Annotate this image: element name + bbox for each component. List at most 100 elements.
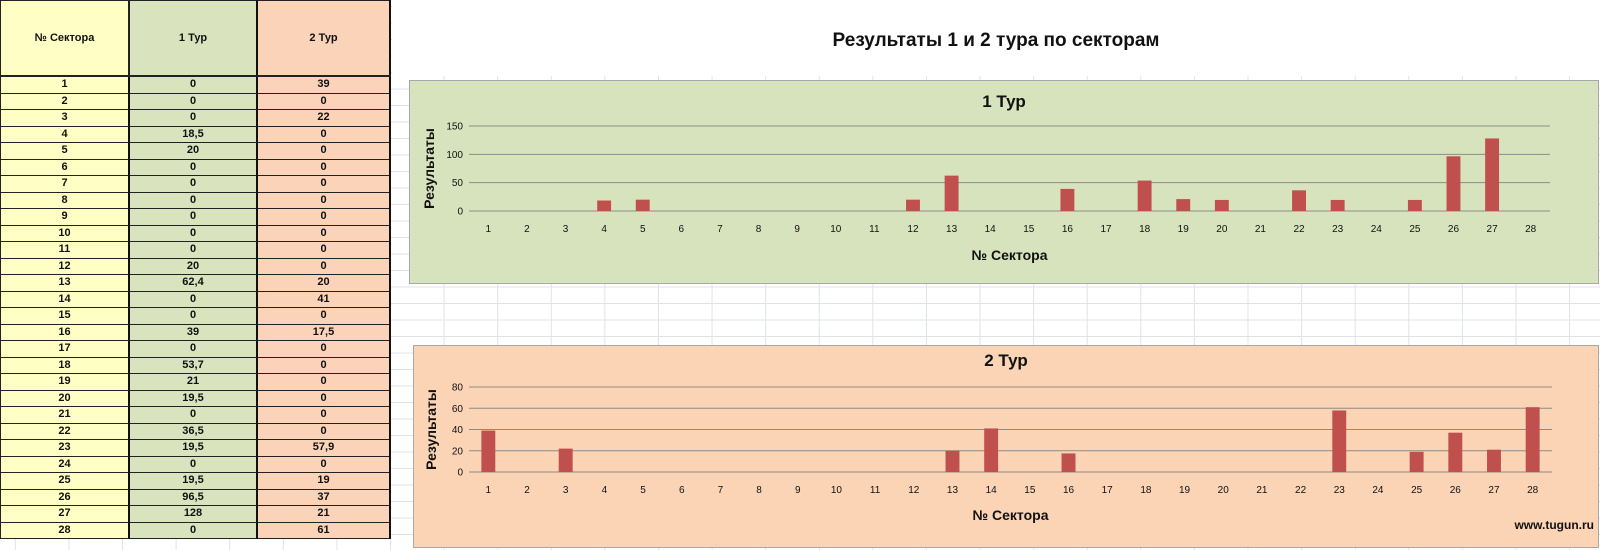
bar-sector-18[interactable] (1137, 180, 1152, 211)
cell-round-1[interactable]: 19,5 (128, 439, 258, 457)
cell-round-1[interactable]: 0 (128, 75, 258, 94)
cell-sector[interactable]: 22 (0, 422, 130, 440)
cell-round-1[interactable]: 0 (128, 307, 258, 325)
bar-sector-13[interactable] (944, 175, 959, 211)
bar-sector-25[interactable] (1407, 199, 1422, 211)
cell-round-1[interactable]: 0 (128, 521, 258, 539)
cell-sector[interactable]: 14 (0, 290, 130, 308)
cell-round-1[interactable]: 0 (128, 455, 258, 473)
cell-round-1[interactable]: 0 (128, 406, 258, 424)
cell-round-1[interactable]: 20 (128, 142, 258, 160)
cell-round-1[interactable]: 19,5 (128, 389, 258, 407)
bar-sector-25[interactable] (1409, 451, 1424, 472)
cell-round-2[interactable]: 57,9 (256, 439, 391, 457)
cell-round-2[interactable]: 0 (256, 125, 391, 143)
bar-sector-5[interactable] (635, 199, 650, 211)
bar-sector-16[interactable] (1060, 188, 1075, 211)
cell-sector[interactable]: 9 (0, 208, 130, 226)
cell-sector[interactable]: 8 (0, 191, 130, 209)
cell-round-2[interactable]: 0 (256, 92, 391, 110)
cell-sector[interactable]: 25 (0, 472, 130, 490)
cell-sector[interactable]: 2 (0, 92, 130, 110)
cell-round-1[interactable]: 0 (128, 92, 258, 110)
cell-sector[interactable]: 18 (0, 356, 130, 374)
cell-sector[interactable]: 19 (0, 373, 130, 391)
cell-round-2[interactable]: 39 (256, 75, 391, 94)
cell-round-2[interactable]: 0 (256, 389, 391, 407)
bar-sector-13[interactable] (945, 450, 960, 472)
cell-round-2[interactable]: 0 (256, 241, 391, 259)
cell-round-2[interactable]: 41 (256, 290, 391, 308)
cell-round-2[interactable]: 20 (256, 274, 391, 292)
cell-round-2[interactable]: 0 (256, 340, 391, 358)
cell-round-1[interactable]: 0 (128, 109, 258, 127)
bar-sector-27[interactable] (1485, 138, 1500, 211)
cell-sector[interactable]: 12 (0, 257, 130, 275)
cell-round-1[interactable]: 0 (128, 175, 258, 193)
cell-round-1[interactable]: 96,5 (128, 488, 258, 506)
bar-sector-26[interactable] (1448, 432, 1463, 472)
cell-sector[interactable]: 15 (0, 307, 130, 325)
bar-sector-27[interactable] (1487, 449, 1501, 472)
bar-sector-22[interactable] (1292, 190, 1307, 211)
cell-sector[interactable]: 27 (0, 505, 130, 523)
cell-sector[interactable]: 16 (0, 323, 130, 341)
bar-sector-23[interactable] (1332, 410, 1347, 472)
cell-round-1[interactable]: 36,5 (128, 422, 258, 440)
cell-sector[interactable]: 21 (0, 406, 130, 424)
header-round-1[interactable]: 1 Тур (128, 0, 258, 77)
cell-round-1[interactable]: 18,5 (128, 125, 258, 143)
cell-sector[interactable]: 4 (0, 125, 130, 143)
bar-sector-19[interactable] (1176, 199, 1191, 211)
bar-sector-3[interactable] (558, 448, 573, 472)
cell-sector[interactable]: 3 (0, 109, 130, 127)
bar-sector-26[interactable] (1446, 156, 1461, 211)
cell-sector[interactable]: 5 (0, 142, 130, 160)
cell-round-2[interactable]: 37 (256, 488, 391, 506)
bar-sector-28[interactable] (1525, 407, 1540, 472)
cell-sector[interactable]: 28 (0, 521, 130, 539)
header-round-2[interactable]: 2 Тур (256, 0, 391, 77)
cell-round-2[interactable]: 0 (256, 406, 391, 424)
cell-round-2[interactable]: 21 (256, 505, 391, 523)
cell-round-2[interactable]: 61 (256, 521, 391, 539)
cell-sector[interactable]: 13 (0, 274, 130, 292)
cell-round-1[interactable]: 0 (128, 241, 258, 259)
chart-round-1[interactable]: 1 Тур 0 50 100 150 1 2 3 4 5 6 7 8 9 10 11 12 13 14 15 16 17 1… (409, 80, 1599, 284)
cell-sector[interactable]: 10 (0, 224, 130, 242)
bar-sector-4[interactable] (597, 200, 612, 211)
cell-round-1[interactable]: 53,7 (128, 356, 258, 374)
bar-sector-14[interactable] (984, 428, 999, 472)
cell-round-1[interactable]: 0 (128, 208, 258, 226)
cell-round-1[interactable]: 62,4 (128, 274, 258, 292)
cell-round-1[interactable]: 0 (128, 158, 258, 176)
cell-sector[interactable]: 23 (0, 439, 130, 457)
cell-sector[interactable]: 24 (0, 455, 130, 473)
cell-round-1[interactable]: 128 (128, 505, 258, 523)
cell-sector[interactable]: 11 (0, 241, 130, 259)
cell-round-1[interactable]: 39 (128, 323, 258, 341)
cell-round-2[interactable]: 0 (256, 191, 391, 209)
cell-round-1[interactable]: 0 (128, 340, 258, 358)
cell-sector[interactable]: 26 (0, 488, 130, 506)
cell-round-2[interactable]: 0 (256, 158, 391, 176)
cell-sector[interactable]: 1 (0, 75, 130, 94)
cell-round-1[interactable]: 0 (128, 290, 258, 308)
bar-sector-16[interactable] (1061, 453, 1076, 472)
cell-sector[interactable]: 7 (0, 175, 130, 193)
cell-round-2[interactable]: 0 (256, 224, 391, 242)
bar-sector-12[interactable] (906, 199, 920, 211)
bar-sector-20[interactable] (1214, 199, 1229, 211)
bar-sector-23[interactable] (1330, 199, 1345, 211)
cell-round-2[interactable]: 22 (256, 109, 391, 127)
cell-sector[interactable]: 6 (0, 158, 130, 176)
cell-round-2[interactable]: 0 (256, 422, 391, 440)
cell-round-2[interactable]: 0 (256, 142, 391, 160)
cell-round-1[interactable]: 19,5 (128, 472, 258, 490)
cell-sector[interactable]: 17 (0, 340, 130, 358)
cell-round-2[interactable]: 0 (256, 356, 391, 374)
cell-round-1[interactable]: 0 (128, 191, 258, 209)
cell-round-1[interactable]: 20 (128, 257, 258, 275)
cell-round-2[interactable]: 19 (256, 472, 391, 490)
header-sector[interactable]: № Сектора (0, 0, 130, 77)
